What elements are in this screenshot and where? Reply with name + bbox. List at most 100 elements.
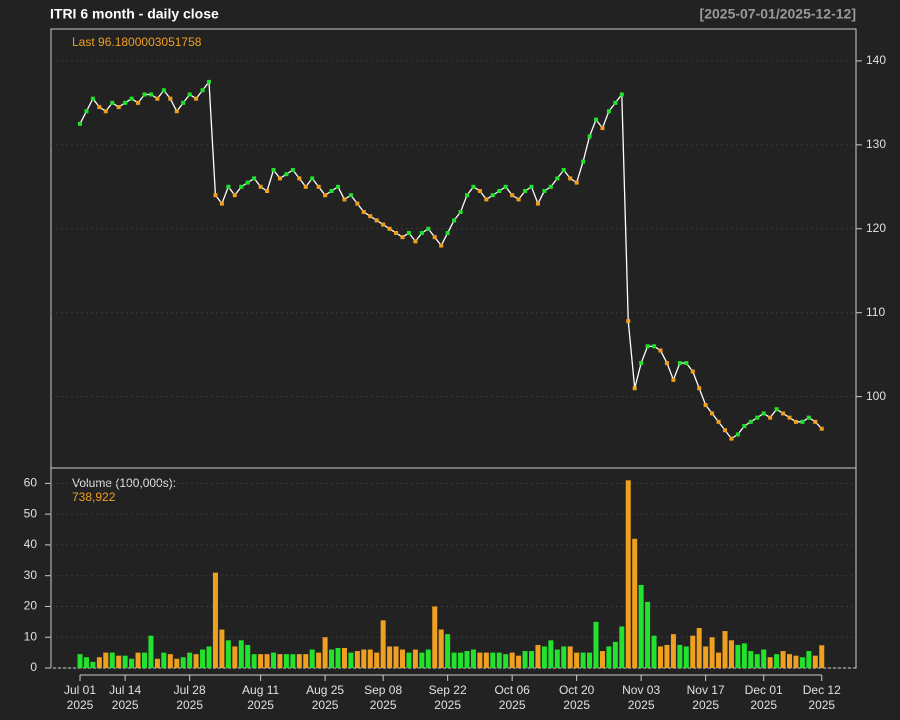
volume-bar [219, 629, 225, 668]
volume-bar [619, 626, 625, 668]
close-marker [168, 96, 173, 101]
close-marker [174, 109, 179, 114]
date-range: [2025-07-01/2025-12-12] [700, 6, 856, 22]
close-marker [710, 411, 715, 416]
y-tick-label: 40 [24, 537, 38, 551]
close-marker [529, 184, 534, 189]
volume-bar [767, 657, 773, 668]
y-tick-label: 0 [30, 660, 37, 674]
y-tick-label: 10 [24, 629, 38, 643]
x-tick-year: 2025 [67, 698, 94, 712]
x-tick-year: 2025 [370, 698, 397, 712]
y-tick-label: 100 [866, 389, 886, 403]
close-marker [194, 96, 199, 101]
volume-bar [728, 640, 734, 668]
x-tick-year: 2025 [499, 698, 526, 712]
close-marker [503, 184, 508, 189]
volume-bar [567, 646, 573, 668]
volume-bar [529, 651, 534, 668]
volume-bar [496, 652, 502, 668]
volume-bar [251, 654, 257, 668]
close-marker [181, 100, 186, 105]
volume-bar [154, 658, 160, 668]
volume-bar [103, 652, 109, 668]
volume-bar [716, 652, 722, 668]
volume-annotation: Volume (100,000s): [72, 476, 176, 490]
close-marker [561, 168, 566, 173]
x-tick-label: Aug 11 [242, 683, 279, 697]
volume-bar [612, 641, 618, 668]
x-tick-year: 2025 [750, 698, 777, 712]
volume-bar [741, 643, 747, 668]
volume-bar [271, 652, 276, 668]
volume-bar [83, 657, 89, 668]
volume-bar [490, 652, 496, 668]
close-marker [510, 193, 515, 198]
volume-bar [690, 635, 696, 668]
volume-bar [109, 652, 115, 668]
x-tick-year: 2025 [628, 698, 655, 712]
volume-bar [806, 651, 812, 668]
close-marker [200, 88, 205, 93]
close-marker [129, 96, 134, 101]
volume-bar [77, 654, 83, 668]
x-tick-label: Oct 20 [559, 683, 595, 697]
close-marker [568, 176, 573, 181]
close-marker [761, 411, 766, 416]
close-marker [716, 419, 721, 424]
close-marker [452, 218, 457, 223]
close-marker [606, 109, 611, 114]
x-tick-label: Sep 08 [364, 683, 402, 697]
close-marker [207, 79, 211, 84]
close-marker [284, 172, 289, 177]
volume-bar [232, 646, 238, 668]
close-marker [419, 230, 424, 235]
close-marker [819, 426, 824, 431]
volume-bar [283, 654, 289, 668]
volume-bar [516, 655, 522, 668]
x-tick-label: Jul 14 [109, 683, 141, 697]
volume-bar [167, 654, 173, 668]
volume-bar [477, 652, 483, 668]
volume-label: 738,922 [72, 490, 116, 504]
close-marker [277, 176, 282, 181]
close-marker [439, 243, 444, 248]
volume-bar [574, 652, 580, 668]
close-marker [471, 184, 476, 189]
close-marker [523, 189, 528, 194]
volume-bar [329, 649, 335, 668]
volume-bar [593, 621, 599, 668]
close-marker [78, 121, 82, 126]
x-tick-year: 2025 [247, 698, 274, 712]
x-tick-year: 2025 [112, 698, 139, 712]
price-panel [50, 28, 857, 469]
close-marker [774, 407, 779, 412]
volume-bar [554, 649, 560, 668]
close-marker [413, 239, 418, 244]
x-tick-label: Nov 17 [687, 683, 725, 697]
volume-bar [348, 652, 354, 668]
close-marker [697, 386, 702, 391]
close-marker [374, 218, 379, 223]
close-marker [187, 92, 192, 97]
close-marker [400, 235, 405, 240]
volume-bar [425, 649, 431, 668]
volume-bar [664, 644, 670, 668]
x-tick-label: Dec 12 [803, 683, 841, 697]
close-marker [148, 92, 153, 97]
x-tick-year: 2025 [434, 698, 461, 712]
volume-bar [393, 646, 399, 668]
close-marker [310, 176, 315, 181]
volume-bar [464, 651, 470, 668]
close-marker [103, 109, 108, 114]
volume-bar [548, 640, 554, 668]
close-marker [136, 100, 141, 105]
close-line [79, 80, 823, 440]
close-marker [458, 209, 463, 214]
volume-bar [412, 649, 418, 668]
close-marker [735, 432, 740, 437]
close-marker [684, 361, 689, 366]
close-marker [348, 193, 353, 198]
close-marker [110, 100, 115, 105]
y-tick-label: 50 [24, 506, 38, 520]
